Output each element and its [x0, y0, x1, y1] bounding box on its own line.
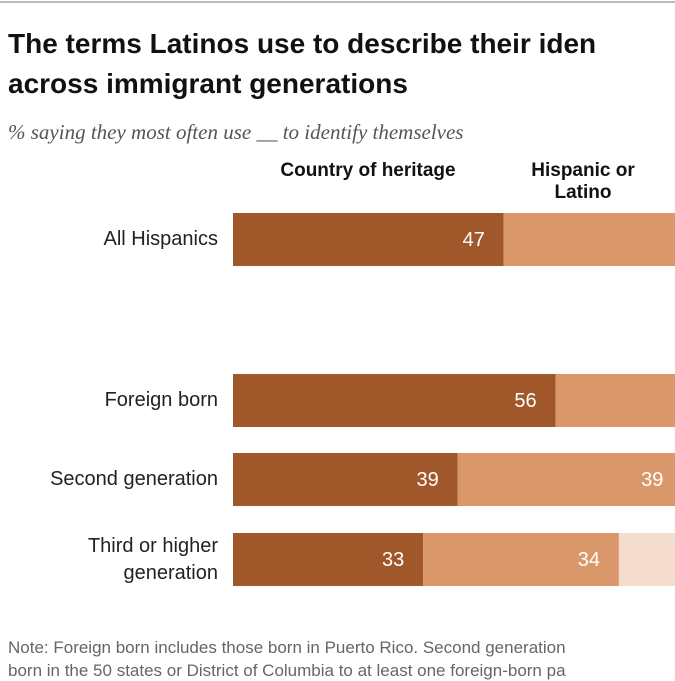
category-label: Third or higher generation: [87, 534, 218, 584]
legend-entry: Hispanic or Latino: [531, 160, 635, 203]
value-label: 33: [382, 549, 404, 571]
value-label: 47: [463, 229, 485, 251]
bar-segment: [233, 374, 556, 427]
bar-segment: [233, 213, 504, 266]
note: Note: Foreign born includes those born i…: [8, 638, 566, 657]
top-rule: [0, 1, 675, 3]
value-label: 56: [514, 390, 536, 412]
bar-segment: [503, 213, 675, 266]
bar-segment: [423, 533, 619, 586]
bar-segment: [457, 453, 675, 506]
chart-title: across immigrant generations: [8, 68, 408, 99]
bar-segment: [618, 533, 675, 586]
value-label: 34: [578, 549, 600, 571]
subtitle: % saying they most often use __ to ident…: [8, 120, 464, 144]
category-label: Foreign born: [104, 389, 218, 411]
category-label: All Hispanics: [103, 228, 218, 250]
chart-title: The terms Latinos use to describe their …: [8, 28, 597, 59]
legend-entry: Country of heritage: [280, 160, 456, 181]
bar-segment: [233, 453, 458, 506]
note: born in the 50 states or District of Col…: [8, 661, 566, 680]
value-label: 39: [417, 469, 439, 491]
bar-segment: [555, 374, 675, 427]
category-label: Second generation: [50, 468, 218, 490]
bar-segment: [233, 533, 424, 586]
value-label: 39: [641, 469, 663, 491]
